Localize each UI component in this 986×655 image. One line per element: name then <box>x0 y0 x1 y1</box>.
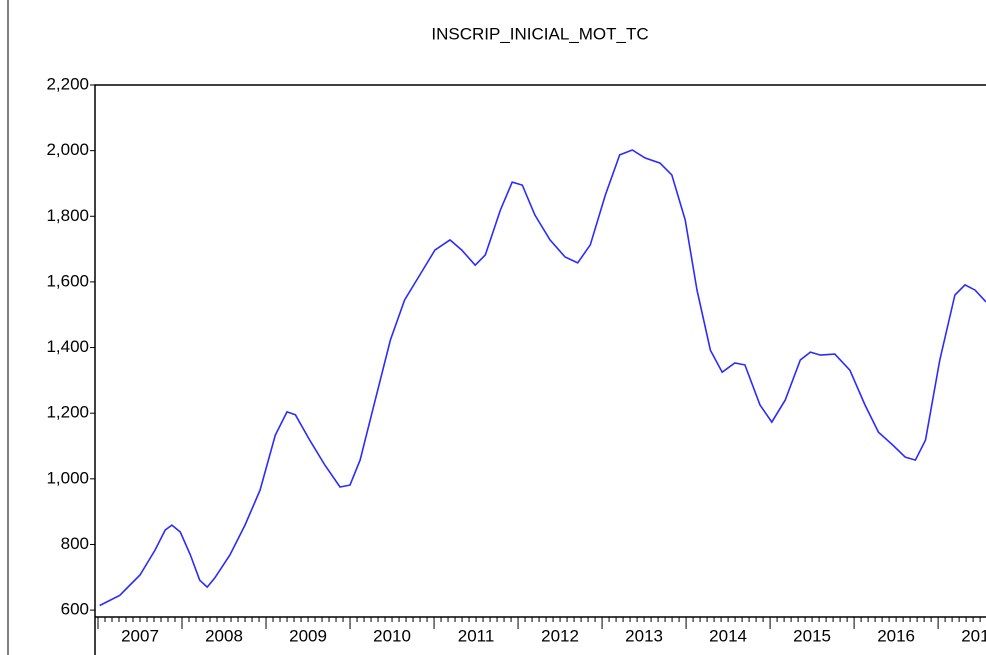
x-tick-label: 2011 <box>458 626 495 645</box>
x-tick-label: 2014 <box>709 626 747 645</box>
y-tick-label: 1,400 <box>46 337 89 356</box>
y-tick-label: 1,000 <box>46 468 89 487</box>
x-tick-label: 2009 <box>289 626 327 645</box>
x-tick-label: 2016 <box>877 626 915 645</box>
x-tick-label: 2013 <box>625 626 663 645</box>
data-line <box>99 149 986 607</box>
x-tick-label: 2010 <box>373 626 411 645</box>
y-tick-label: 1,800 <box>46 206 89 225</box>
x-tick-label: 2008 <box>205 626 243 645</box>
y-tick-label: 1,200 <box>46 403 89 422</box>
x-tick-label: 2015 <box>793 626 831 645</box>
y-tick-label: 2,000 <box>46 140 89 159</box>
x-tick-label: 2007 <box>121 626 159 645</box>
y-tick-label: 2,200 <box>46 74 89 93</box>
y-tick-label: 800 <box>61 534 89 553</box>
plot-frame <box>94 84 986 655</box>
y-tick-label: 600 <box>61 600 89 619</box>
x-tick-label: 2017 <box>961 626 986 645</box>
chart-title: INSCRIP_INICIAL_MOT_TC <box>431 24 648 43</box>
y-tick-label: 1,600 <box>46 271 89 290</box>
x-tick-label: 2012 <box>541 626 579 645</box>
